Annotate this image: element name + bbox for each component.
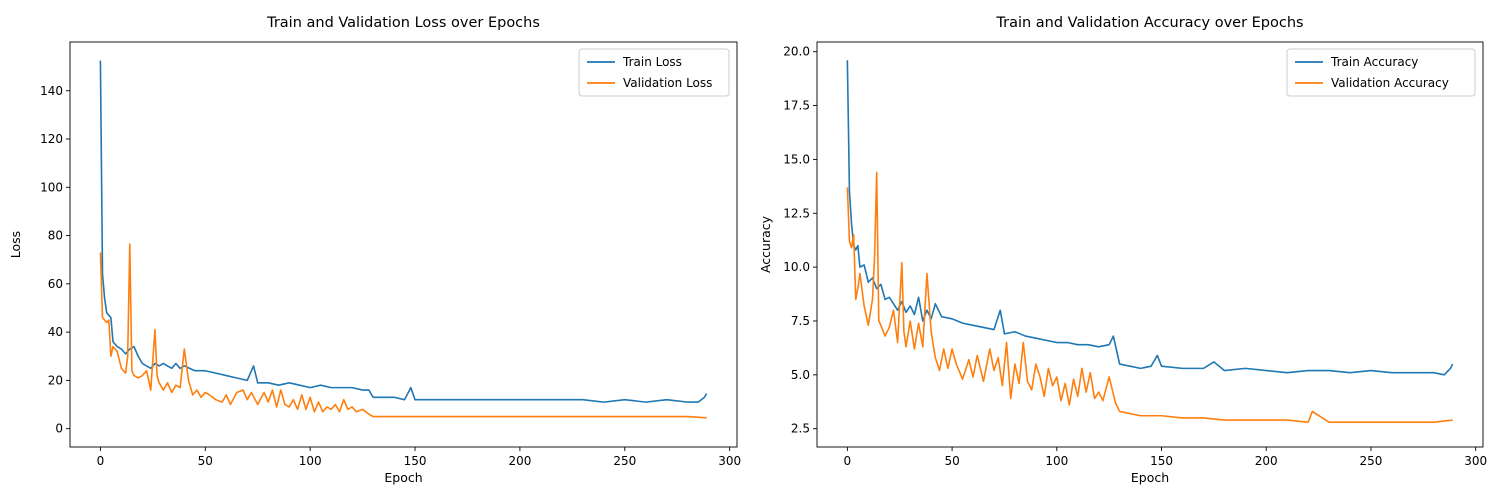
- x-tick-label: 150: [404, 454, 427, 468]
- series-line-validation-loss: [99, 243, 707, 419]
- x-tick-label: 250: [1359, 454, 1382, 468]
- y-tick-label: 7.5: [791, 314, 810, 328]
- y-axis-label: Accuracy: [758, 215, 773, 273]
- legend-label: Train Loss: [622, 55, 682, 69]
- y-tick-label: 140: [40, 84, 63, 98]
- x-tick-label: 200: [1255, 454, 1278, 468]
- legend-label: Validation Accuracy: [1331, 76, 1449, 90]
- x-tick-label: 300: [718, 454, 741, 468]
- y-tick-label: 40: [48, 325, 63, 339]
- y-tick-label: 20: [48, 373, 63, 387]
- x-tick-label: 150: [1150, 454, 1173, 468]
- chart-title: Train and Validation Accuracy over Epoch…: [995, 15, 1303, 31]
- legend-box: [578, 48, 730, 97]
- y-tick-label: 60: [48, 277, 63, 291]
- legend: Train Accuracy Validation Accuracy: [1286, 48, 1476, 97]
- legend-label: Train Accuracy: [1330, 55, 1418, 69]
- y-tick-label: 120: [40, 132, 63, 146]
- x-tick-label: 50: [944, 454, 959, 468]
- x-tick-label: 300: [1464, 454, 1487, 468]
- plot-frame: [816, 41, 1484, 448]
- legend: Train Loss Validation Loss: [578, 48, 730, 97]
- series-line-validation-accuracy: [846, 171, 1453, 424]
- y-tick-label: 10.0: [783, 260, 810, 274]
- y-tick-label: 80: [48, 229, 63, 243]
- x-tick-label: 100: [299, 454, 322, 468]
- chart-title: Train and Validation Loss over Epochs: [266, 15, 540, 31]
- loss-chart: Train and Validation Loss over Epochs 0 50…: [8, 15, 741, 485]
- x-axis-label: Epoch: [384, 470, 422, 485]
- series-line-train-loss: [99, 60, 708, 403]
- series-line-train-accuracy: [846, 60, 1454, 376]
- y-tick-label: 2.5: [791, 422, 810, 436]
- legend-box: [1286, 48, 1476, 97]
- y-tick-label: 5.0: [791, 368, 810, 382]
- y-tick-label: 20.0: [783, 45, 810, 59]
- y-tick-label: 0: [55, 422, 63, 436]
- y-tick-label: 100: [40, 180, 63, 194]
- plot-frame: [69, 41, 738, 448]
- x-tick-label: 100: [1045, 454, 1068, 468]
- legend-label: Validation Loss: [623, 76, 712, 90]
- x-tick-label: 50: [198, 454, 213, 468]
- x-axis-label: Epoch: [1131, 470, 1169, 485]
- accuracy-chart: Train and Validation Accuracy over Epoch…: [758, 15, 1487, 485]
- x-tick-label: 200: [508, 454, 531, 468]
- x-tick-label: 250: [613, 454, 636, 468]
- y-tick-label: 15.0: [783, 152, 810, 166]
- y-tick-label: 17.5: [783, 99, 810, 113]
- y-tick-label: 12.5: [783, 206, 810, 220]
- x-tick-label: 0: [844, 454, 852, 468]
- x-tick-label: 0: [97, 454, 105, 468]
- y-axis-label: Loss: [8, 231, 23, 258]
